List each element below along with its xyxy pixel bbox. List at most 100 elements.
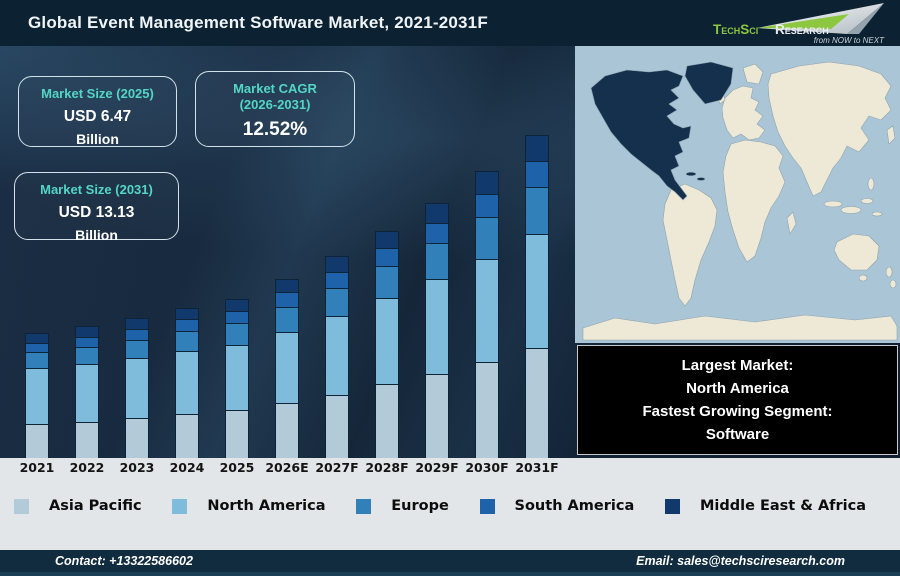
bar-2025 xyxy=(225,298,249,458)
bar-segment xyxy=(25,332,49,344)
x-axis-label: 2028F xyxy=(365,460,409,475)
map-highlight-north-america xyxy=(590,61,734,201)
bar-segment xyxy=(125,357,149,419)
bar-segment xyxy=(425,279,449,374)
stat-unit: Billion xyxy=(75,227,118,244)
bar-segment xyxy=(525,135,549,161)
bar-segment xyxy=(325,256,349,272)
footer-email: Email: sales@techsciresearch.com xyxy=(636,554,845,568)
stat-unit: Billion xyxy=(76,131,119,148)
note-line: Software xyxy=(705,426,770,444)
note-line: Fastest Growing Segment: xyxy=(642,403,833,420)
stat-label-line2: (2026-2031) xyxy=(239,97,311,113)
bar-2024 xyxy=(175,307,199,458)
bar-segment xyxy=(75,326,99,338)
legend-swatch-icon xyxy=(172,498,188,514)
legend-label: Asia Pacific xyxy=(49,498,142,514)
bar-segment xyxy=(475,361,499,458)
x-axis-label: 2023 xyxy=(119,460,155,475)
bar-segment xyxy=(225,323,249,346)
bar-segment xyxy=(75,421,99,458)
logo-text-secondary: Research xyxy=(775,22,829,37)
legend-label: North America xyxy=(207,498,326,514)
market-cagr-box: Market CAGR (2026-2031) 12.52% xyxy=(195,71,355,147)
x-axis-label: 2024 xyxy=(169,460,205,475)
bar-segment xyxy=(425,373,449,458)
logo-arrow-icon xyxy=(757,3,884,34)
bar-segment xyxy=(25,424,49,458)
bar-segment xyxy=(525,160,549,188)
note-line: North America xyxy=(686,379,789,397)
bar-segment xyxy=(175,330,199,351)
bar-segment xyxy=(325,271,349,288)
legend-swatch-icon xyxy=(664,498,680,514)
bar-segment xyxy=(325,394,349,458)
bar-2026E xyxy=(275,278,299,458)
stat-label: Market CAGR (2026-2031) xyxy=(196,81,354,114)
legend-swatch-icon xyxy=(14,498,29,514)
world-map xyxy=(575,46,900,343)
largest-market-note: Largest Market: North America Fastest Gr… xyxy=(577,345,898,455)
x-axis-label: 2029F xyxy=(415,460,459,475)
bar-segment xyxy=(225,298,249,311)
bar-segment xyxy=(275,306,299,332)
bar-segment xyxy=(25,368,49,425)
stat-value: USD 13.13 xyxy=(58,204,135,222)
legend-label: Middle East & Africa xyxy=(699,498,866,514)
legend-label: Europe xyxy=(391,498,449,514)
footer: Contact: +13322586602 Email: sales@techs… xyxy=(0,550,900,576)
bar-segment xyxy=(375,384,399,458)
market-size-2025-box: Market Size (2025) USD 6.47 Billion xyxy=(18,76,177,147)
bar-segment xyxy=(425,222,449,244)
stat-label: Market Size (2031) xyxy=(40,182,153,197)
bar-segment xyxy=(475,217,499,259)
bar-segment xyxy=(475,258,499,362)
axis-legend-band: 2021 2022 2023 2024 2025 2026E 2027F 2028F 2029F… xyxy=(0,458,900,550)
x-axis-label: 2031F xyxy=(515,460,559,475)
page-title: Global Event Management Software Market,… xyxy=(28,13,488,32)
bar-segment xyxy=(275,403,299,458)
x-axis-label: 2022 xyxy=(69,460,105,475)
bar-segment xyxy=(375,298,399,385)
x-axis-label: 2030F xyxy=(465,460,509,475)
bar-segment xyxy=(125,339,149,358)
legend-item: South America xyxy=(479,498,635,514)
bar-segment xyxy=(125,418,149,458)
bar-segment xyxy=(25,343,49,353)
bar-2031F xyxy=(525,135,549,458)
bar-segment xyxy=(225,345,249,411)
bar-segment xyxy=(375,266,399,299)
legend-swatch-icon xyxy=(356,498,372,514)
bar-segment xyxy=(125,318,149,329)
x-axis-label: 2026E xyxy=(265,460,309,475)
bar-segment xyxy=(75,337,99,347)
note-line: Largest Market: xyxy=(681,356,794,374)
bar-segment xyxy=(175,350,199,414)
bar-2022 xyxy=(75,326,99,458)
bar-segment xyxy=(275,331,299,404)
bar-segment xyxy=(175,413,199,458)
bar-chart xyxy=(0,46,572,458)
bar-segment xyxy=(25,352,49,369)
bar-segment xyxy=(525,348,549,458)
x-axis-label: 2027F xyxy=(315,460,359,475)
bar-segment xyxy=(225,310,249,324)
stat-value: 12.52% xyxy=(242,118,308,140)
bar-segment xyxy=(525,187,549,234)
bar-segment xyxy=(325,316,349,395)
footer-contact: Contact: +13322586602 xyxy=(55,554,193,568)
legend-swatch-icon xyxy=(479,498,495,514)
bar-2021 xyxy=(25,332,49,458)
bar-2028F xyxy=(375,231,399,458)
bar-segment xyxy=(525,233,549,349)
bar-segment xyxy=(475,194,499,218)
legend-label: South America xyxy=(514,498,635,514)
bar-segment xyxy=(175,319,199,331)
stat-label-line1: Market CAGR xyxy=(233,81,317,96)
bar-segment xyxy=(225,410,249,458)
bar-segment xyxy=(275,278,299,293)
bar-segment xyxy=(275,292,299,307)
bar-segment xyxy=(425,243,449,280)
bar-segment xyxy=(425,202,449,223)
legend-item: Middle East & Africa xyxy=(664,498,866,514)
